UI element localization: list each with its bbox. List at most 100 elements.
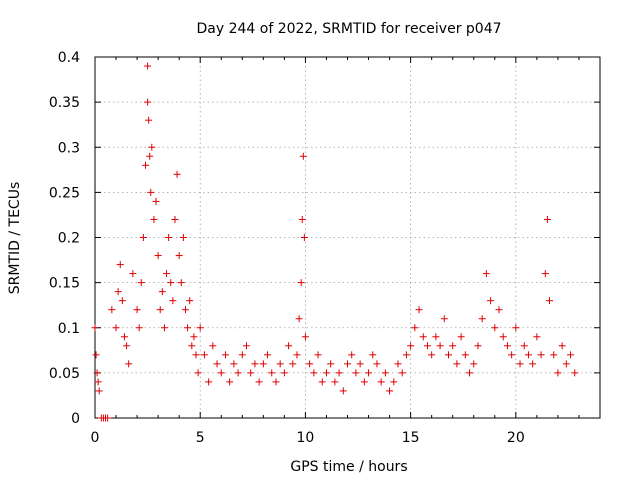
data-point	[184, 324, 192, 332]
data-point	[533, 333, 541, 341]
data-point	[491, 324, 499, 332]
y-tick-labels: 0 0.05 0.1 0.15 0.2 0.25 0.3 0.35 0.4	[49, 50, 80, 427]
y-tick-label: 0.25	[49, 185, 80, 201]
x-tick-label: 15	[402, 430, 420, 446]
data-point	[449, 342, 457, 350]
data-point	[205, 378, 213, 386]
data-point	[94, 378, 102, 386]
data-point	[230, 360, 238, 368]
data-point	[310, 369, 318, 377]
data-point	[415, 306, 423, 314]
data-point	[478, 315, 486, 323]
data-point	[142, 161, 149, 169]
data-point	[512, 324, 520, 332]
data-point	[335, 369, 343, 377]
data-point	[234, 369, 242, 377]
data-point	[487, 297, 495, 305]
data-point	[293, 351, 301, 359]
data-point	[466, 369, 474, 377]
data-point	[251, 360, 259, 368]
data-point	[272, 378, 280, 386]
data-point	[268, 369, 276, 377]
data-point	[550, 351, 558, 359]
data-point	[352, 369, 360, 377]
data-point	[495, 306, 503, 314]
y-tick-label: 0.15	[49, 276, 80, 292]
x-tick-label: 10	[297, 430, 315, 446]
data-point	[402, 351, 410, 359]
data-point	[295, 315, 303, 323]
x-axis-label: GPS time / hours	[290, 459, 407, 475]
data-point	[567, 351, 575, 359]
data-point	[108, 306, 116, 314]
axis-ticks	[94, 56, 600, 419]
data-point	[95, 387, 103, 395]
data-point	[453, 360, 461, 368]
data-point	[314, 351, 322, 359]
data-point	[571, 369, 579, 377]
data-point	[192, 351, 200, 359]
data-point	[436, 342, 444, 350]
data-point	[411, 324, 419, 332]
data-point	[114, 288, 122, 296]
data-point	[306, 360, 314, 368]
data-point	[165, 234, 173, 241]
data-point	[190, 333, 198, 341]
data-point	[344, 360, 351, 368]
chart-title: Day 244 of 2022, SRMTID for receiver p04…	[196, 21, 501, 37]
x-tick-labels: 0 5 10 15 20	[91, 430, 525, 446]
data-point	[177, 279, 185, 287]
data-point	[243, 342, 250, 350]
data-point	[373, 360, 381, 368]
data-point	[503, 342, 511, 350]
data-point	[461, 351, 469, 359]
data-point	[209, 342, 217, 350]
data-point	[213, 360, 221, 368]
grid-lines	[95, 57, 600, 418]
data-point	[558, 342, 566, 350]
data-point	[112, 324, 120, 332]
data-point	[445, 351, 452, 359]
data-point	[259, 360, 267, 368]
data-point	[200, 351, 208, 359]
data-point	[398, 369, 406, 377]
data-point	[116, 261, 124, 269]
data-point	[407, 342, 415, 350]
data-point	[285, 342, 293, 350]
data-point	[524, 351, 532, 359]
data-point	[133, 306, 141, 314]
data-point	[167, 279, 175, 287]
y-tick-label: 0.05	[49, 366, 80, 382]
data-point	[390, 378, 398, 386]
data-point	[348, 351, 356, 359]
data-point	[360, 378, 368, 386]
data-point	[322, 369, 330, 377]
data-point	[92, 351, 100, 359]
data-point	[432, 333, 440, 341]
data-point	[104, 414, 112, 422]
data-point	[381, 369, 389, 377]
data-point	[299, 152, 307, 160]
data-point	[520, 342, 528, 350]
data-point	[175, 252, 183, 260]
data-point	[300, 234, 308, 241]
data-point	[154, 252, 162, 260]
data-point	[139, 234, 147, 241]
data-point	[247, 369, 255, 377]
data-point	[118, 297, 126, 305]
y-axis-label: SRMTID / TECUs	[7, 182, 23, 295]
data-point	[129, 270, 137, 278]
data-point	[255, 378, 263, 386]
data-point	[163, 270, 171, 278]
data-point	[181, 306, 189, 314]
data-point	[150, 215, 158, 223]
data-point	[186, 297, 194, 305]
data-point	[226, 378, 234, 386]
data-point	[276, 360, 284, 368]
y-tick-label: 0.35	[49, 95, 80, 111]
data-point	[482, 270, 490, 278]
data-point	[508, 351, 516, 359]
data-point	[194, 369, 202, 377]
data-point	[217, 369, 225, 377]
data-point	[516, 360, 524, 368]
